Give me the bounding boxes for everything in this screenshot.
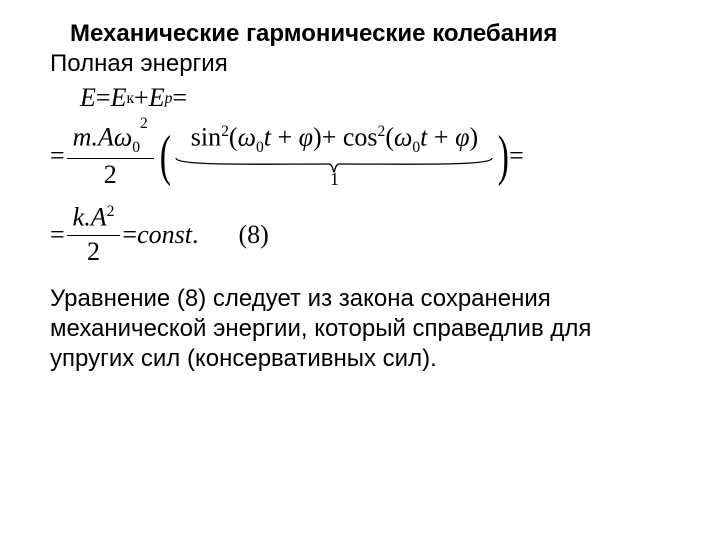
frac-num: m.Aω02 bbox=[67, 123, 154, 159]
num-sup-2: 2 bbox=[140, 115, 148, 132]
num-omega-sub: 0 bbox=[132, 139, 140, 156]
equation-line-1: E = Eк + Ep = bbox=[80, 84, 680, 113]
mid-plus: + bbox=[322, 122, 343, 151]
arg1-close: ) bbox=[313, 122, 322, 151]
equation-line-3: = k.A2 2 = const. (8) bbox=[50, 203, 680, 266]
underbrace-group: sin2(ω0t + φ)+ cos2(ω0t + φ) 1 bbox=[174, 123, 494, 190]
underbrace-label: 1 bbox=[330, 170, 339, 190]
sym-trail-eq-1: = bbox=[172, 84, 187, 113]
arg2-open: ( bbox=[385, 122, 394, 151]
big-paren-open: ( bbox=[160, 131, 171, 181]
frac3-num: k.A2 bbox=[67, 203, 121, 235]
arg1-omega: ω bbox=[238, 122, 256, 151]
sym-Ek-sub: к bbox=[126, 90, 134, 107]
sym-plus: + bbox=[134, 84, 149, 113]
slide: Механические гармонические колебания Пол… bbox=[0, 0, 720, 394]
arg2-omega-sub: 0 bbox=[412, 138, 420, 155]
arg1-open: ( bbox=[229, 122, 238, 151]
num-omega: ω bbox=[114, 122, 132, 151]
arg2-phi: φ bbox=[455, 122, 469, 151]
arg2-close: ) bbox=[469, 122, 478, 151]
arg2-omega: ω bbox=[394, 122, 412, 151]
arg1-t: t bbox=[264, 122, 271, 151]
const-dot: . bbox=[192, 221, 199, 250]
sym-trail-eq-2: = bbox=[509, 142, 524, 171]
cos-sup: 2 bbox=[378, 123, 386, 140]
equation-line-2: = m.Aω02 2 ( sin2(ω0t + φ)+ cos2(ω0t + φ… bbox=[50, 123, 680, 190]
fraction-kA2-over-2: k.A2 2 bbox=[67, 203, 121, 266]
sym-Ep-sub: p bbox=[165, 90, 173, 107]
num-kA: k.A bbox=[73, 203, 107, 232]
sym-E: E bbox=[80, 84, 96, 113]
sym-eq: = bbox=[96, 84, 111, 113]
cos-label: cos bbox=[343, 122, 378, 151]
fraction-mAw2-over-2: m.Aω02 2 bbox=[67, 123, 154, 190]
arg1-phi: φ bbox=[299, 122, 313, 151]
const-label: const bbox=[137, 221, 192, 250]
big-paren-close: ) bbox=[498, 131, 509, 181]
sin-sup: 2 bbox=[221, 123, 229, 140]
body-paragraph: Уравнение (8) следует из закона сохранен… bbox=[50, 284, 680, 374]
frac-den: 2 bbox=[98, 159, 123, 190]
arg2-plus: + bbox=[427, 122, 455, 151]
slide-subtitle: Полная энергия bbox=[50, 50, 680, 78]
arg1-omega-sub: 0 bbox=[256, 138, 264, 155]
frac3-den: 2 bbox=[81, 236, 106, 267]
num-kA-sup: 2 bbox=[107, 203, 115, 220]
trig-identity-content: sin2(ω0t + φ)+ cos2(ω0t + φ) bbox=[189, 123, 480, 156]
sym-Ep: E bbox=[149, 84, 165, 113]
sym-Ek: E bbox=[111, 84, 127, 113]
sym-eq-3: = bbox=[122, 221, 137, 250]
sym-lead-eq-3: = bbox=[50, 221, 65, 250]
arg1-plus: + bbox=[271, 122, 299, 151]
slide-title: Механические гармонические колебания bbox=[70, 20, 680, 48]
sin-label: sin bbox=[191, 122, 221, 151]
num-mA: m.A bbox=[73, 122, 114, 151]
equation-block: E = Eк + Ep = = m.Aω02 2 ( sin2(ω0t + φ)… bbox=[80, 84, 680, 266]
equation-number: (8) bbox=[238, 221, 268, 250]
sym-lead-eq-2: = bbox=[50, 142, 65, 171]
